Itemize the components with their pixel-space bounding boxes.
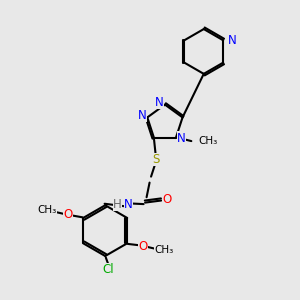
Text: Cl: Cl: [102, 263, 114, 276]
Text: O: O: [162, 193, 171, 206]
Text: O: O: [63, 208, 72, 221]
Text: CH₃: CH₃: [154, 245, 173, 255]
Text: H: H: [113, 198, 122, 211]
Text: N: N: [228, 34, 236, 47]
Text: O: O: [138, 240, 147, 253]
Text: CH₃: CH₃: [37, 206, 56, 215]
Text: S: S: [152, 153, 159, 166]
Text: N: N: [177, 132, 186, 145]
Text: N: N: [138, 109, 146, 122]
Text: CH₃: CH₃: [198, 136, 218, 146]
Text: N: N: [124, 198, 133, 211]
Text: N: N: [155, 96, 164, 109]
